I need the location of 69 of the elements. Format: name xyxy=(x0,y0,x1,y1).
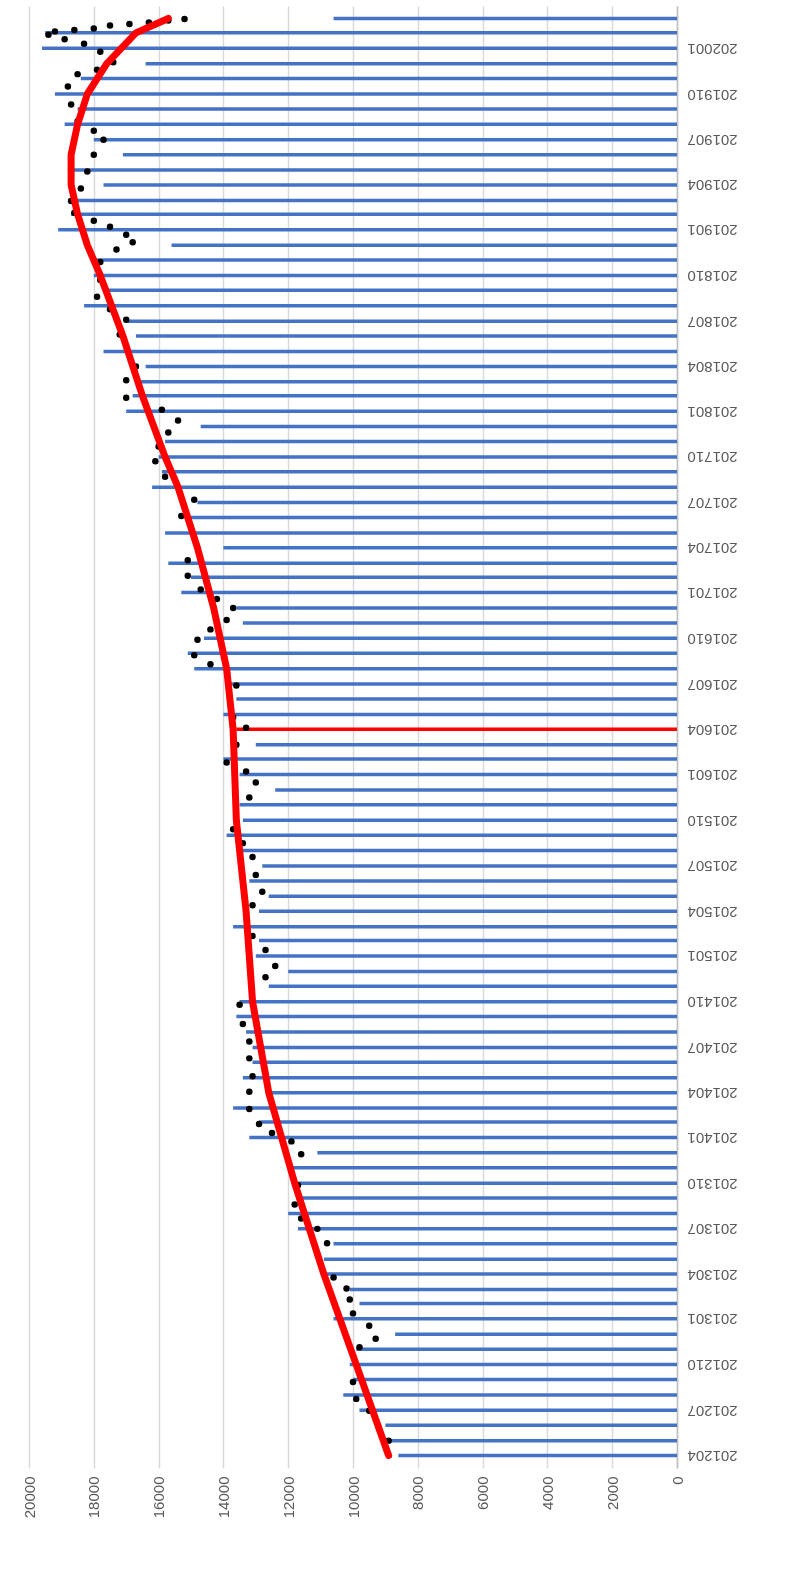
y-tick-label: 201207 xyxy=(687,1402,738,1420)
y-tick-label: 202001 xyxy=(687,40,738,58)
bar xyxy=(323,1257,677,1261)
y-tick-label: 201707 xyxy=(687,495,738,513)
x-tick-label: 10000 xyxy=(344,1476,362,1519)
bar xyxy=(236,697,677,701)
y-tick-label: 201407 xyxy=(687,1039,738,1057)
bar xyxy=(262,864,677,868)
y-tick-label: 201604 xyxy=(687,721,738,739)
bar xyxy=(77,107,677,111)
bar xyxy=(259,909,677,913)
y-tick-label: 201304 xyxy=(687,1266,738,1284)
y-tick-label: 201610 xyxy=(687,630,738,648)
bar xyxy=(297,1227,677,1231)
x-tick-label: 16000 xyxy=(150,1476,168,1519)
bar xyxy=(152,485,677,489)
bar xyxy=(249,879,677,883)
x-tick-label: 4000 xyxy=(538,1476,556,1510)
y-tick-label: 201210 xyxy=(687,1357,738,1375)
y-tick-label: 201807 xyxy=(687,313,738,331)
bar xyxy=(226,833,677,837)
y-tick-label: 201801 xyxy=(687,403,738,421)
y-tick-label: 201504 xyxy=(687,903,738,921)
y-tick-label: 201410 xyxy=(687,994,738,1012)
y-tick-label: 201907 xyxy=(687,132,738,150)
y-tick-label: 201904 xyxy=(687,177,738,195)
y-tick-label: 201510 xyxy=(687,812,738,830)
bar xyxy=(317,1151,677,1155)
bar xyxy=(158,455,677,459)
y-tick-label: 201901 xyxy=(687,222,738,240)
bar xyxy=(301,1196,677,1200)
bar xyxy=(223,546,677,550)
y-tick-label: 201601 xyxy=(687,767,738,785)
x-tick-label: 20000 xyxy=(20,1476,38,1519)
y-tick-label: 201804 xyxy=(687,358,738,376)
x-tick-label: 12000 xyxy=(279,1476,297,1519)
y-tick-label: 201710 xyxy=(687,449,738,467)
bar xyxy=(54,92,677,96)
y-tick-label: 201704 xyxy=(687,540,738,558)
bar xyxy=(171,243,677,247)
bar xyxy=(255,954,677,958)
y-tick-label: 201810 xyxy=(687,267,738,285)
bar xyxy=(275,788,677,792)
y-tick-label: 201607 xyxy=(687,676,738,694)
bar xyxy=(161,470,677,474)
x-tick-label: 8000 xyxy=(409,1476,427,1510)
x-tick-label: 2000 xyxy=(603,1476,621,1510)
bar xyxy=(135,334,677,338)
y-tick-label: 201507 xyxy=(687,858,738,876)
y-tick-label: 201401 xyxy=(687,1129,738,1147)
y-tick-label: 201307 xyxy=(687,1221,738,1239)
y-tick-label: 201910 xyxy=(687,86,738,104)
x-tick-label: 18000 xyxy=(85,1476,103,1519)
x-tick-label: 0 xyxy=(668,1476,686,1485)
bar xyxy=(385,1423,677,1427)
bar xyxy=(103,183,677,187)
bar xyxy=(239,803,677,807)
y-tick-label: 201204 xyxy=(687,1448,738,1466)
bar xyxy=(165,531,677,535)
x-tick-label: 6000 xyxy=(474,1476,492,1510)
y-tick-label: 201701 xyxy=(687,585,738,603)
bar xyxy=(333,1317,677,1321)
y-tick-label: 201404 xyxy=(687,1085,738,1103)
x-tick-label: 14000 xyxy=(214,1476,232,1519)
y-tick-label: 201310 xyxy=(687,1175,738,1193)
y-tick-label: 201501 xyxy=(687,948,738,966)
y-tick-label: 201301 xyxy=(687,1311,738,1329)
bar xyxy=(242,621,677,625)
bar xyxy=(246,1030,677,1034)
